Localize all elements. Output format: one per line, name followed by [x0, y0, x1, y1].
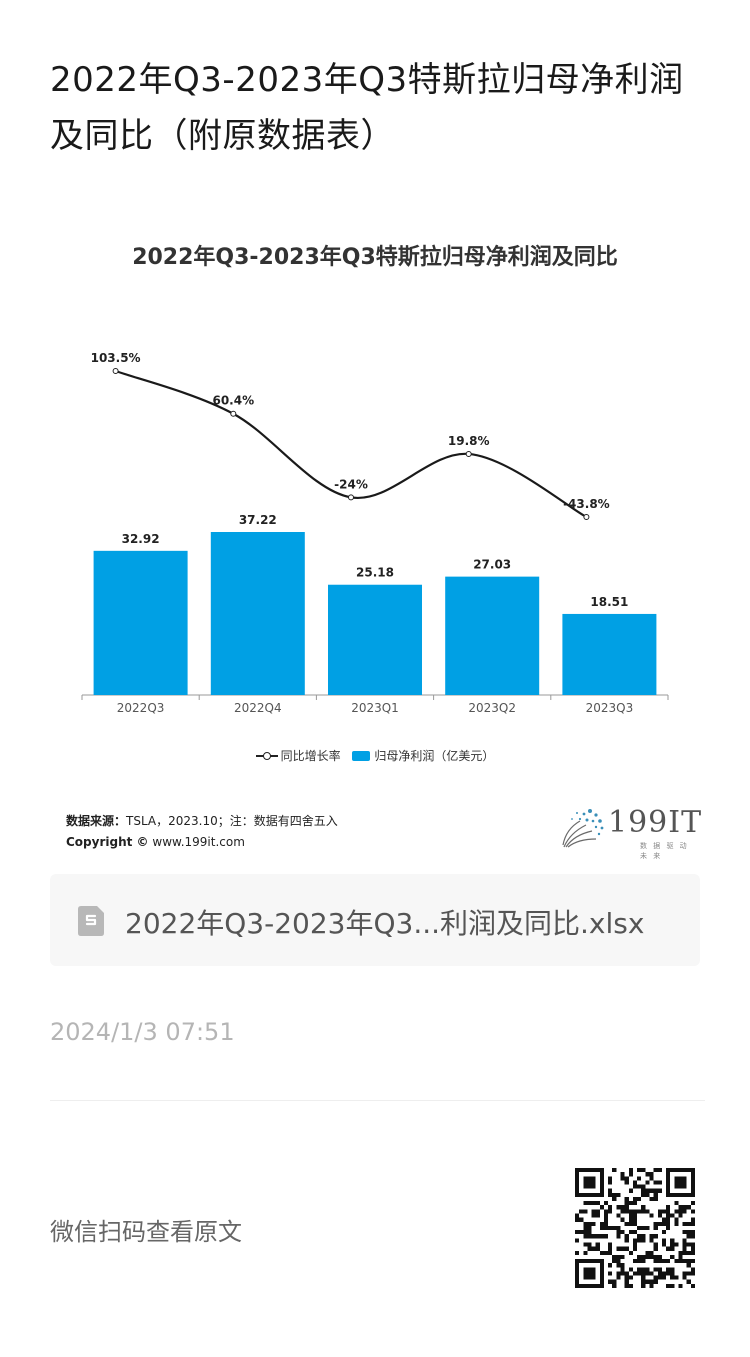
x-tick-label: 2022Q4: [234, 701, 282, 715]
publish-time: 2024/1/3 07:51: [50, 1018, 235, 1046]
x-tick-label: 2022Q3: [117, 701, 165, 715]
copyright-label: Copyright ©: [66, 835, 149, 849]
bar-value-label: 18.51: [590, 595, 628, 609]
growth-value-label: -24%: [334, 477, 368, 491]
x-tick-label: 2023Q3: [586, 701, 634, 715]
bar-2023Q2: [445, 576, 540, 695]
logo-slogan: 数 据 驱 动 未 来: [640, 842, 689, 860]
growth-value-label: -43.8%: [563, 497, 610, 511]
chart-legend: 同比增长率 归母净利润（亿美元）: [50, 747, 700, 764]
bar-2022Q3: [93, 550, 188, 695]
growth-value-label: 19.8%: [448, 434, 490, 448]
legend-label-profit: 归母净利润（亿美元）: [374, 749, 495, 763]
x-tick-label: 2023Q2: [468, 701, 516, 715]
legend-label-growth: 同比增长率: [280, 749, 341, 763]
legend-line-icon: [255, 751, 278, 761]
page-title: 2022年Q3-2023年Q3特斯拉归母净利润及同比（附原数据表）: [50, 60, 684, 156]
chart-title: 2022年Q3-2023年Q3特斯拉归母净利润及同比: [132, 245, 618, 270]
source-text: TSLA，2023.10；注：数据有四舍五入: [126, 814, 338, 828]
scan-prompt: 微信扫码查看原文: [50, 1218, 242, 1246]
source-note: 数据来源：TSLA，2023.10；注：数据有四舍五入 Copyright © …: [66, 811, 338, 853]
bar-value-label: 25.18: [356, 566, 394, 580]
growth-value-label: 103.5%: [91, 351, 141, 365]
growth-point: [348, 494, 354, 501]
growth-value-label: 60.4%: [212, 394, 254, 408]
bar-2023Q1: [328, 584, 422, 695]
attachment-card[interactable]: 2022年Q3-2023年Q3...利润及同比.xlsx: [50, 874, 700, 966]
legend-item-growth: 同比增长率: [255, 747, 341, 764]
combo-chart: 32.92 2022Q3 37.22 2022Q4 25.18 2023Q1 27.03 20…: [81, 351, 669, 715]
copyright-site: www.199it.com: [152, 835, 245, 849]
bar-value-label: 37.22: [239, 513, 277, 527]
bar-2022Q4: [210, 532, 305, 695]
growth-point: [230, 410, 237, 417]
source-label: 数据来源：: [66, 814, 127, 828]
logo-text: 199IT: [608, 805, 703, 840]
legend-bar-icon: [352, 750, 371, 761]
dandelion-dots-icon: [562, 809, 604, 848]
brand-logo: 199IT 数 据 驱 动 未 来: [560, 803, 701, 860]
bar-2023Q3: [562, 613, 657, 695]
divider: [50, 1100, 705, 1101]
attachment-file-name[interactable]: 2022年Q3-2023年Q3...利润及同比.xlsx: [125, 907, 645, 940]
chart-card: 2022年Q3-2023年Q3特斯拉归母净利润及同比 32.92 2022Q3 37…: [50, 225, 701, 865]
legend-item-profit: 归母净利润（亿美元）: [352, 747, 494, 764]
growth-point: [583, 514, 590, 520]
growth-point: [465, 450, 472, 457]
bar-value-label: 27.03: [473, 558, 511, 572]
qr-code-icon[interactable]: [575, 1168, 695, 1288]
growth-point: [112, 368, 119, 374]
bar-value-label: 32.92: [122, 532, 160, 546]
x-tick-label: 2023Q1: [351, 701, 399, 715]
spreadsheet-file-icon: [78, 906, 104, 936]
